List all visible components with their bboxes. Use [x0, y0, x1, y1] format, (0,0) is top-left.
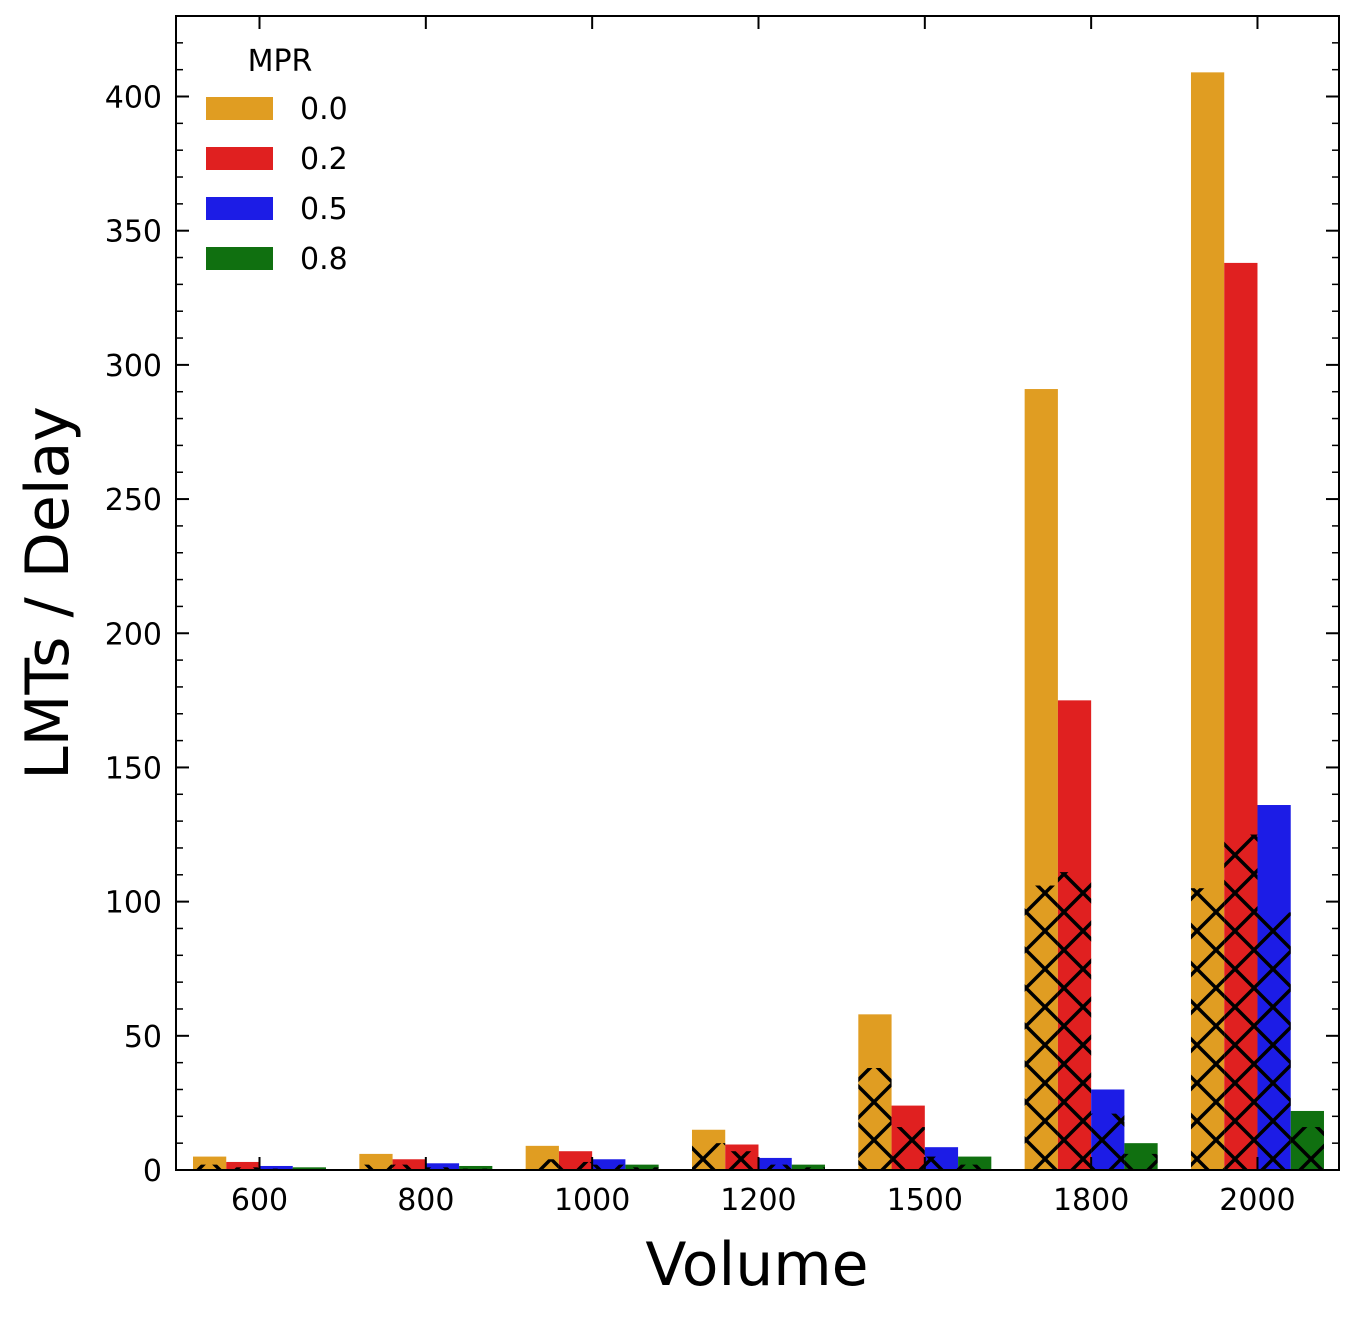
bar-hatch-0.2-2000 — [1224, 834, 1258, 1170]
bars-layer — [193, 72, 1324, 1170]
bar-hatch-0.2-1200 — [725, 1151, 759, 1170]
y-tick-label: 100 — [105, 886, 162, 921]
x-tick-label: 1000 — [554, 1183, 630, 1218]
bar-0.8-600 — [292, 1167, 326, 1170]
legend-label-0.5: 0.5 — [300, 192, 348, 227]
x-tick-label: 1800 — [1053, 1183, 1129, 1218]
plot-frame — [175, 15, 1340, 1171]
bar-hatch-0.5-1500 — [924, 1156, 959, 1170]
y-tick-label: 200 — [105, 617, 162, 652]
bar-hatch-0.0-600 — [193, 1164, 227, 1170]
bar-hatch-0.2-1500 — [891, 1127, 925, 1170]
legend-label-0.2: 0.2 — [300, 142, 348, 177]
y-tick-label: 150 — [105, 751, 162, 786]
legend-swatch-0.2 — [206, 147, 273, 170]
bar-hatch-0.5-800 — [425, 1167, 460, 1170]
bar-hatch-0.0-1000 — [525, 1159, 559, 1170]
axes-layer: 0 50 100 150 200 250 300 350 400 600 800 1000 1200 15… — [105, 15, 1340, 1218]
bar-hatch-0.8-1800 — [1124, 1153, 1158, 1170]
x-tick-label: 1500 — [887, 1183, 963, 1218]
x-axis-title: Volume — [645, 1230, 868, 1300]
legend-swatch-0.5 — [206, 197, 273, 220]
x-tick-label: 600 — [231, 1183, 288, 1218]
bar-hatch-0.5-1200 — [758, 1164, 792, 1170]
bar-hatch-0.2-1800 — [1057, 872, 1092, 1170]
bar-hatch-0.0-1800 — [1024, 885, 1058, 1170]
bar-hatch-0.0-1200 — [691, 1143, 726, 1170]
bar-hatch-0.8-2000 — [1290, 1127, 1324, 1170]
bar-0.2-600 — [226, 1161, 260, 1170]
x-tick-label: 800 — [397, 1183, 454, 1218]
bar-hatch-0.2-600 — [226, 1167, 260, 1170]
bar-hatch-0.8-1500 — [958, 1164, 992, 1170]
y-axis-title: LMTs / Delay — [13, 406, 83, 780]
bar-hatch-0.0-800 — [359, 1164, 393, 1170]
bar-hatch-0.0-1500 — [858, 1068, 892, 1170]
bar-hatch-0.0-2000 — [1190, 888, 1225, 1170]
bar-hatch-0.5-1800 — [1091, 1113, 1125, 1170]
legend-label-0.0: 0.0 — [300, 92, 348, 127]
bar-0.5-800 — [425, 1163, 460, 1170]
bar-0.5-600 — [259, 1165, 293, 1170]
x-tick-label: 1200 — [720, 1183, 796, 1218]
legend-label-0.8: 0.8 — [300, 242, 348, 277]
bar-hatch-0.8-1200 — [791, 1167, 825, 1170]
bar-hatch-0.8-1000 — [625, 1167, 659, 1170]
bar-hatch-0.5-2000 — [1257, 912, 1291, 1170]
y-tick-label: 400 — [105, 81, 162, 116]
legend-swatch-0.0 — [206, 97, 273, 120]
y-tick-label: 0 — [143, 1154, 162, 1189]
bar-0.8-800 — [459, 1165, 493, 1170]
legend: MPR 0.0 0.2 0.5 0.8 — [206, 44, 348, 277]
bar-hatch-0.2-1000 — [558, 1161, 593, 1170]
y-tick-label: 300 — [105, 349, 162, 384]
legend-title: MPR — [248, 44, 313, 79]
legend-swatch-0.8 — [206, 247, 273, 270]
y-tick-label: 50 — [124, 1020, 162, 1055]
y-tick-label: 250 — [105, 483, 162, 518]
x-tick-label: 2000 — [1219, 1183, 1295, 1218]
bar-hatch-0.5-1000 — [592, 1164, 626, 1170]
y-tick-label: 350 — [105, 215, 162, 250]
bar-hatch-0.2-800 — [392, 1164, 426, 1170]
